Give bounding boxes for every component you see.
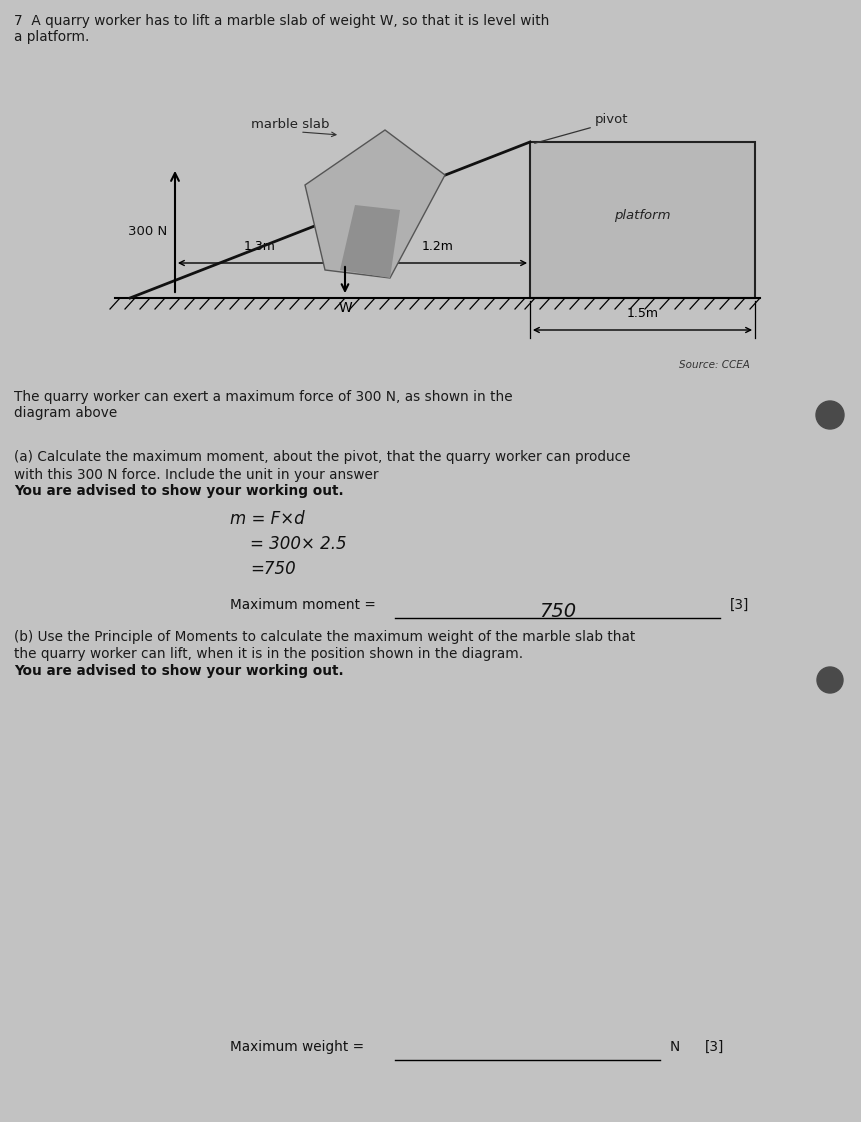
Text: (b) Use the Principle of Moments to calculate the maximum weight of the marble s: (b) Use the Principle of Moments to calc… [14, 629, 635, 644]
Text: marble slab: marble slab [251, 118, 329, 131]
Polygon shape [305, 130, 445, 278]
Text: with this 300 N force. Include the unit in your answer: with this 300 N force. Include the unit … [14, 468, 379, 482]
Text: platform: platform [614, 209, 671, 221]
Text: 1.5m: 1.5m [627, 307, 659, 320]
Text: Source: CCEA: Source: CCEA [679, 360, 750, 370]
Text: You are advised to show your working out.: You are advised to show your working out… [14, 664, 344, 678]
Text: 1.3m: 1.3m [244, 240, 276, 252]
Text: 300 N: 300 N [127, 224, 167, 238]
Polygon shape [340, 205, 400, 278]
Text: =750: =750 [250, 560, 295, 578]
Text: = 300× 2.5: = 300× 2.5 [250, 535, 347, 553]
Circle shape [817, 666, 843, 693]
Text: Maximum moment =: Maximum moment = [230, 598, 376, 611]
Text: 7  A quarry worker has to lift a marble slab of weight W, so that it is level wi: 7 A quarry worker has to lift a marble s… [14, 13, 549, 44]
Text: You are advised to show your working out.: You are advised to show your working out… [14, 484, 344, 498]
Text: the quarry worker can lift, when it is in the position shown in the diagram.: the quarry worker can lift, when it is i… [14, 647, 523, 661]
Text: The quarry worker can exert a maximum force of 300 N, as shown in the
diagram ab: The quarry worker can exert a maximum fo… [14, 390, 512, 421]
Text: [3]: [3] [730, 598, 749, 611]
Text: [3]: [3] [705, 1040, 724, 1054]
Text: (a) Calculate the maximum moment, about the pivot, that the quarry worker can pr: (a) Calculate the maximum moment, about … [14, 450, 630, 465]
Text: Maximum weight =: Maximum weight = [230, 1040, 364, 1054]
Text: 1.2m: 1.2m [422, 240, 454, 252]
Text: N: N [670, 1040, 680, 1054]
Bar [530, 142, 755, 298]
Circle shape [816, 401, 844, 429]
Text: 750: 750 [539, 603, 576, 620]
Text: W: W [338, 301, 352, 315]
Text: m = F×d: m = F×d [230, 511, 305, 528]
Text: pivot: pivot [595, 113, 629, 126]
